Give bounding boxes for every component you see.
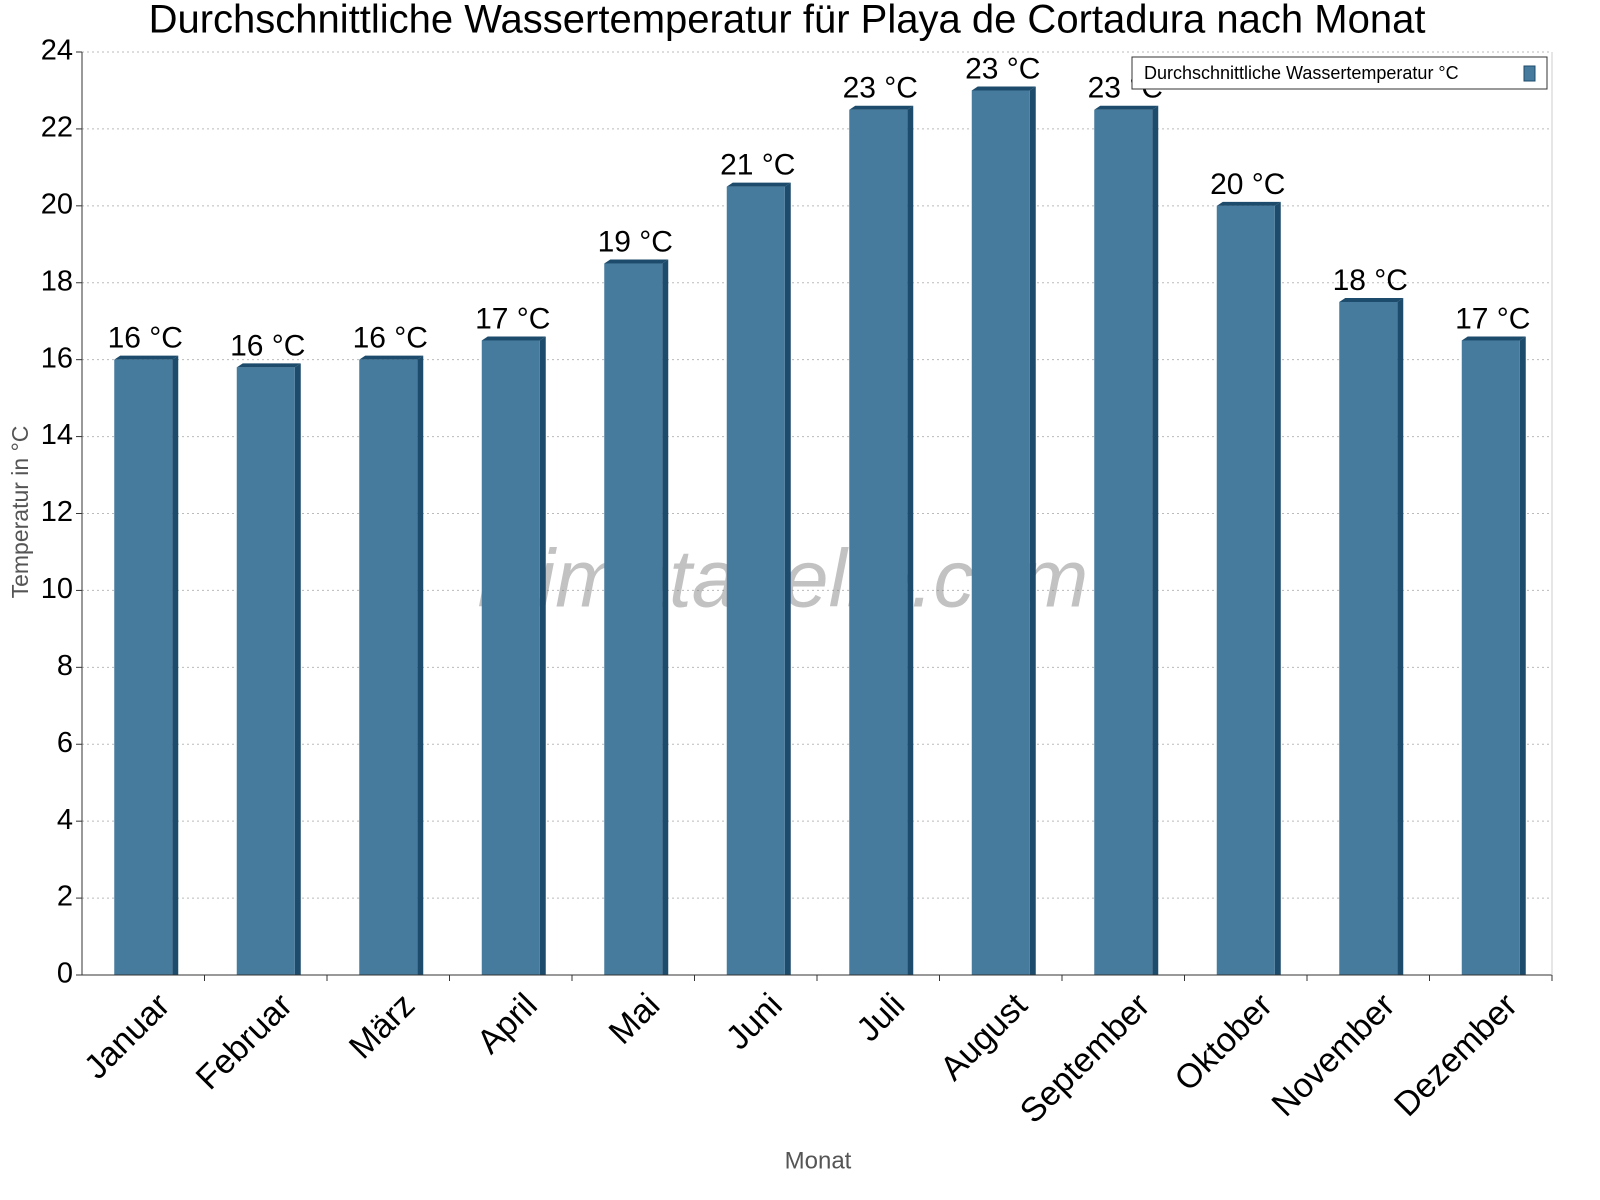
bar-top (1461, 336, 1526, 341)
bar-side (417, 355, 424, 976)
chart-title: Durchschnittliche Wassertemperatur für P… (149, 0, 1426, 42)
y-tick-label: 18 (41, 265, 73, 297)
bar-front (1094, 109, 1153, 975)
bar-side (784, 182, 791, 975)
bar-top (236, 363, 301, 368)
y-tick-label: 20 (41, 188, 73, 220)
value-label: 18 °C (1333, 264, 1408, 297)
value-label: 17 °C (1455, 302, 1530, 335)
bar-front (236, 367, 295, 975)
y-axis-label: Temperatur in °C (7, 426, 33, 599)
bar (114, 355, 179, 976)
bar-side (1519, 336, 1526, 975)
bar (1216, 201, 1281, 976)
bar-side (294, 363, 301, 975)
bar (971, 86, 1036, 976)
y-tick-label: 22 (41, 112, 73, 144)
y-tick-label: 16 (41, 342, 73, 374)
value-label: 23 °C (965, 52, 1040, 85)
legend-swatch (1523, 65, 1536, 82)
value-label: 19 °C (598, 225, 673, 258)
legend-label: Durchschnittliche Wassertemperatur °C (1144, 63, 1459, 83)
bar (481, 336, 546, 975)
value-label: 17 °C (475, 302, 550, 335)
bar-front (1339, 301, 1398, 976)
y-tick-label: 6 (57, 727, 73, 759)
bar-side (1397, 297, 1404, 976)
bar (359, 355, 424, 976)
bar-top (726, 182, 791, 187)
bar-top (1216, 201, 1281, 206)
y-tick-label: 24 (41, 35, 73, 67)
bar-top (359, 355, 424, 360)
bar-front (849, 109, 908, 975)
bar-top (604, 259, 669, 264)
bar-side (539, 336, 546, 975)
bar-front (481, 340, 540, 975)
bar (1461, 336, 1526, 975)
bar-top (849, 105, 914, 110)
y-tick-label: 14 (41, 419, 73, 451)
value-label: 16 °C (230, 329, 305, 362)
value-label: 16 °C (353, 322, 428, 355)
x-axis-label: Monat (785, 1147, 852, 1174)
y-tick-label: 12 (41, 496, 73, 528)
bar (849, 105, 914, 975)
y-tick-label: 2 (57, 881, 73, 913)
bar-side (1029, 86, 1036, 976)
bar-front (604, 263, 663, 975)
bar-side (662, 259, 669, 975)
value-label: 16 °C (108, 322, 183, 355)
y-tick-label: 4 (57, 804, 73, 836)
bar (604, 259, 669, 975)
bar-front (1216, 205, 1275, 976)
bar-side (1152, 105, 1159, 975)
bar-top (971, 86, 1036, 91)
bar (236, 363, 301, 975)
bar-top (481, 336, 546, 341)
bar-side (1274, 201, 1281, 976)
bar (1339, 297, 1404, 976)
bar (1094, 105, 1159, 975)
bar (726, 182, 791, 975)
bar-front (726, 186, 785, 975)
bar-front (359, 359, 418, 976)
bar-top (114, 355, 179, 360)
value-label: 23 °C (843, 72, 918, 105)
bar-front (1461, 340, 1520, 975)
y-tick-label: 10 (41, 573, 73, 605)
bar-side (907, 105, 914, 975)
bar-front (114, 359, 173, 976)
y-tick-label: 0 (57, 958, 73, 990)
bar-front (971, 90, 1030, 976)
y-tick-label: 8 (57, 650, 73, 682)
legend-box (1131, 56, 1548, 90)
value-label: 20 °C (1210, 168, 1285, 201)
bar-side (172, 355, 179, 976)
value-label: 21 °C (720, 149, 795, 182)
bar-top (1339, 297, 1404, 302)
bar-top (1094, 105, 1159, 110)
